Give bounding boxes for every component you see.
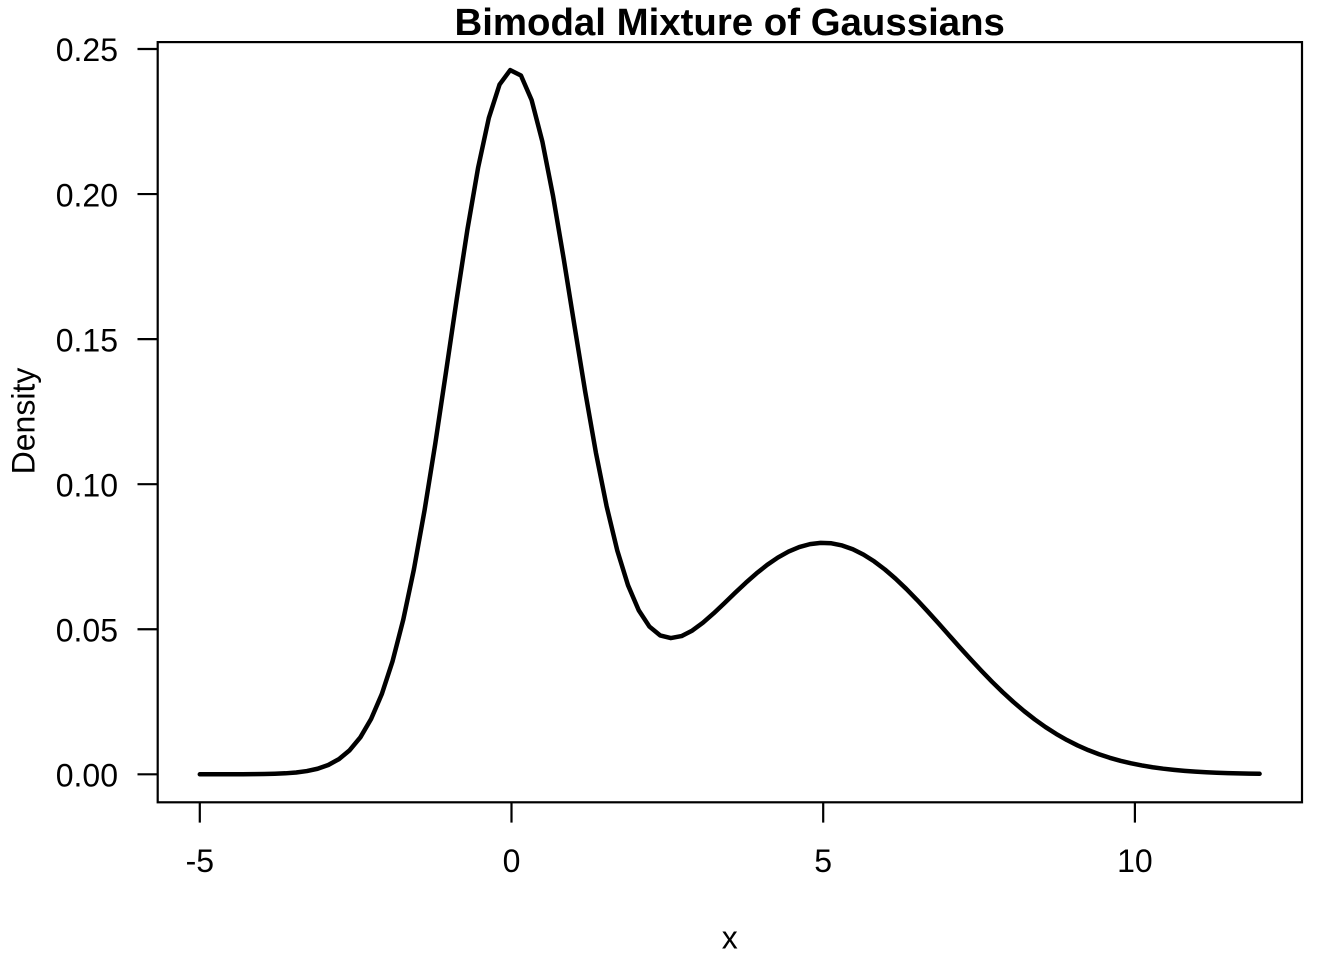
svg-text:0.20: 0.20 xyxy=(56,177,118,213)
svg-text:Density: Density xyxy=(6,368,42,475)
svg-text:0.15: 0.15 xyxy=(56,322,118,358)
svg-text:0.10: 0.10 xyxy=(56,467,118,503)
svg-text:-5: -5 xyxy=(186,843,214,879)
svg-text:Bimodal Mixture of Gaussians: Bimodal Mixture of Gaussians xyxy=(455,1,1005,44)
svg-text:0.25: 0.25 xyxy=(56,32,118,68)
svg-text:0.05: 0.05 xyxy=(56,612,118,648)
svg-text:5: 5 xyxy=(814,843,832,879)
svg-text:0.00: 0.00 xyxy=(56,758,118,794)
svg-text:10: 10 xyxy=(1117,843,1153,879)
svg-text:x: x xyxy=(722,919,738,955)
svg-text:0: 0 xyxy=(503,843,521,879)
